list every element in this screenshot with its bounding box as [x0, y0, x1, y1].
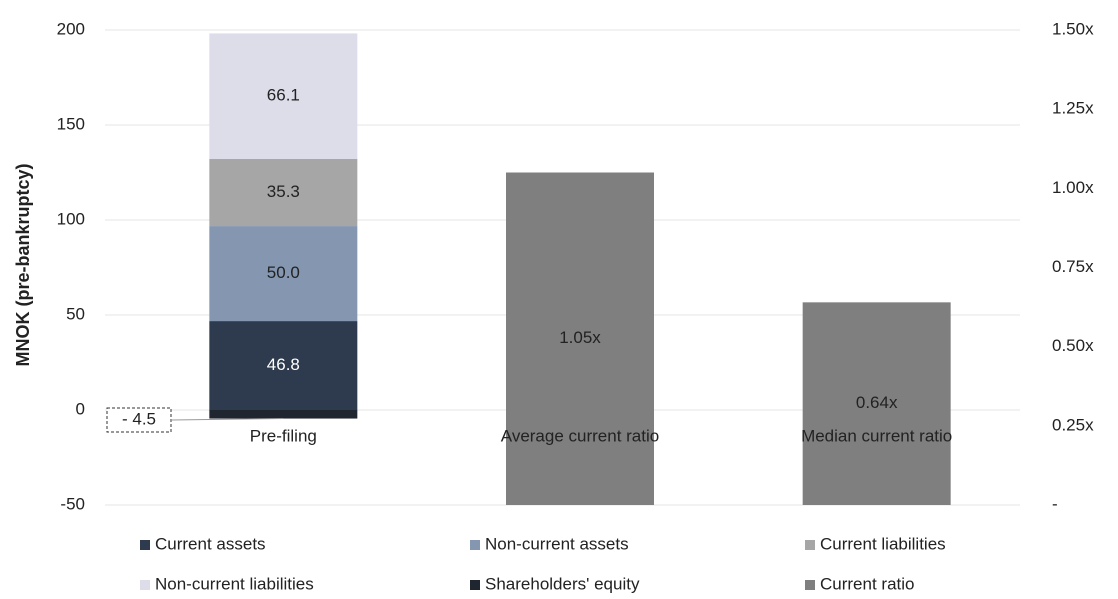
label-box: [106, 407, 172, 433]
leader-line: [171, 418, 284, 421]
legend-swatch: [805, 540, 815, 550]
y2-tick-label: -: [1052, 494, 1058, 513]
bar: [802, 302, 951, 505]
y2-tick-label: 0.50x: [1052, 336, 1094, 355]
y2-tick-label: 1.00x: [1052, 178, 1094, 197]
legend-label: Non-current liabilities: [155, 574, 314, 593]
bar: [209, 321, 358, 410]
legend-label: Current liabilities: [820, 534, 946, 553]
bar: [209, 226, 358, 322]
data-label: 50.0: [267, 263, 300, 282]
y-tick-label: 150: [57, 114, 85, 133]
data-label: 0.64x: [856, 393, 898, 412]
data-label: 1.05x: [559, 328, 601, 347]
data-label: 46.8: [267, 355, 300, 374]
bar: [209, 159, 358, 227]
y-tick-label: 0: [76, 399, 85, 418]
y-tick-label: -50: [60, 494, 85, 513]
data-label: 35.3: [267, 182, 300, 201]
data-label: - 4.5: [122, 409, 156, 428]
x-tick-label: Pre-filing: [250, 426, 317, 445]
y2-tick-label: 1.50x: [1052, 19, 1094, 38]
legend-swatch: [140, 540, 150, 550]
x-tick-label: Average current ratio: [501, 426, 659, 445]
y2-tick-label: 0.25x: [1052, 415, 1094, 434]
y-tick-label: 100: [57, 209, 85, 228]
bar: [209, 410, 358, 419]
legend-label: Shareholders' equity: [485, 574, 640, 593]
bar: [209, 33, 358, 160]
legend-label: Non-current assets: [485, 534, 629, 553]
legend-swatch: [470, 540, 480, 550]
y-tick-label: 200: [57, 19, 85, 38]
bar: [506, 172, 654, 505]
legend-label: Current assets: [155, 534, 266, 553]
y-axis-label: MNOK (pre-bankruptcy): [13, 163, 33, 366]
legend-swatch: [470, 580, 480, 590]
x-tick-label: Median current ratio: [801, 426, 952, 445]
data-label: 66.1: [267, 86, 300, 105]
y2-tick-label: 0.75x: [1052, 257, 1094, 276]
legend-swatch: [140, 580, 150, 590]
legend-label: Current ratio: [820, 574, 914, 593]
legend-swatch: [805, 580, 815, 590]
y2-tick-label: 1.25x: [1052, 99, 1094, 118]
y-tick-label: 50: [66, 304, 85, 323]
